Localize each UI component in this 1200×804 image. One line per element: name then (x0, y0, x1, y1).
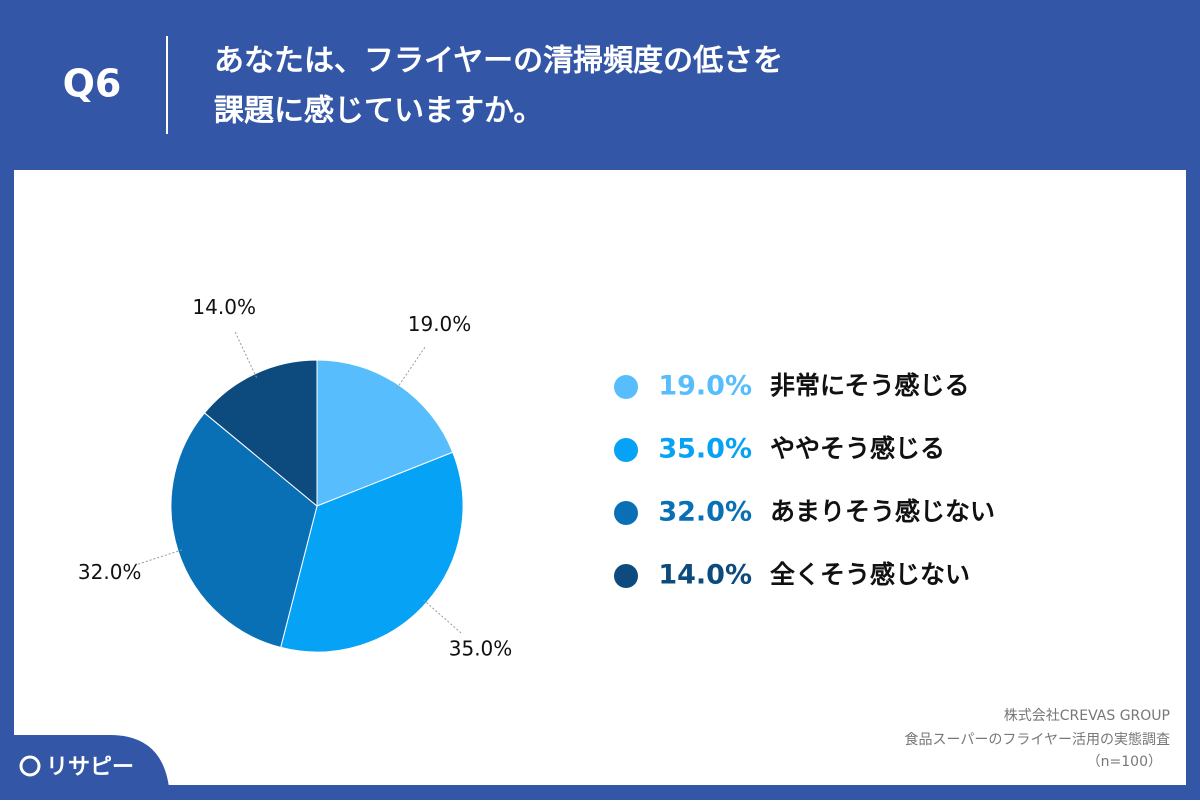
legend-dot (614, 564, 638, 588)
leader-line (234, 332, 257, 378)
logo: リサピー (46, 755, 134, 780)
legend: 19.0% 非常にそう感じる 35.0% ややそう感じる 32.0% あまりそう感じない 1… (614, 371, 995, 591)
legend-value: 14.0% (658, 560, 752, 591)
legend-label: 全くそう感じない (770, 560, 970, 589)
slice-label: 14.0% (192, 295, 256, 319)
question-number: Q6 (63, 62, 122, 106)
source-line: （n=100） (1087, 754, 1162, 770)
pie-slice (203, 359, 318, 508)
title-line: あなたは、フライヤーの清掃頻度の低さを (214, 44, 783, 79)
legend-dot (614, 501, 638, 525)
slice-label: 32.0% (78, 560, 142, 584)
pie-slice (280, 451, 464, 653)
legend-label: 非常にそう感じる (770, 371, 970, 400)
legend-dot (614, 438, 638, 462)
legend-dot (614, 375, 638, 399)
logo-icon (19, 755, 41, 777)
leader-line (423, 599, 462, 634)
pie-slice (316, 359, 454, 507)
title-line: 課題に感じていますか。 (214, 94, 543, 129)
slice-label: 35.0% (449, 637, 513, 661)
leader-line (396, 346, 426, 389)
legend-value: 35.0% (658, 434, 752, 465)
leader-line (134, 549, 183, 566)
legend-value: 32.0% (658, 497, 752, 528)
legend-value: 19.0% (658, 371, 752, 402)
source-line: 食品スーパーのフライヤー活用の実態調査 (905, 732, 1170, 748)
legend-label: ややそう感じる (770, 434, 945, 463)
legend-label: あまりそう感じない (770, 497, 995, 526)
pie: 19.0% 35.0% 32.0% 14.0% (78, 295, 512, 660)
slice-label: 19.0% (408, 312, 472, 336)
logo-badge (0, 735, 170, 800)
source-line: 株式会社CREVAS GROUP (1004, 708, 1170, 724)
